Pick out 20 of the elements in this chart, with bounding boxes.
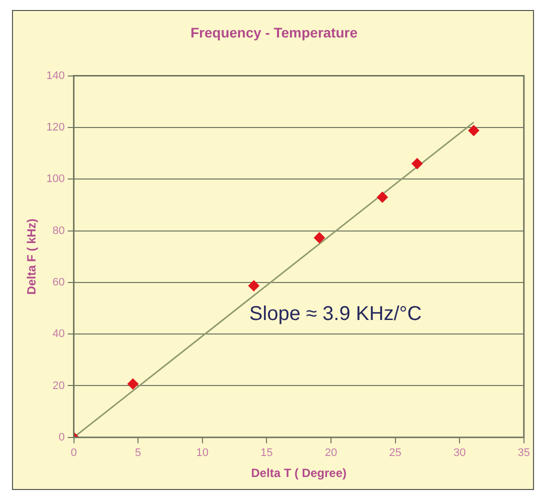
y-tick-label: 120	[46, 121, 65, 134]
x-tick-label: 35	[518, 447, 530, 460]
x-tick-label: 25	[389, 447, 402, 460]
x-tick-label: 0	[70, 447, 77, 460]
annotation: Slope ≈ 3.9 KHz/°C	[249, 302, 422, 325]
x-tick-label: 10	[196, 447, 208, 460]
chart-title: Frequency - Temperature	[190, 24, 358, 40]
y-tick-label: 20	[52, 380, 65, 392]
y-tick-label: 100	[46, 173, 65, 186]
y-tick-label: 80	[52, 224, 65, 237]
x-tick-label: 5	[134, 447, 142, 460]
y-tick-label: 0	[58, 431, 65, 444]
x-axis-title: Delta T ( Degree)	[251, 466, 346, 480]
y-tick-label: 60	[52, 276, 65, 288]
x-tick-label: 15	[260, 447, 273, 460]
x-tick-label: 30	[453, 447, 466, 460]
x-tick-label: 20	[324, 447, 338, 460]
y-tick-label: 40	[52, 328, 65, 340]
y-tick-label: 140	[46, 70, 65, 82]
y-axis-title: Delta F ( kHz)	[24, 218, 39, 295]
